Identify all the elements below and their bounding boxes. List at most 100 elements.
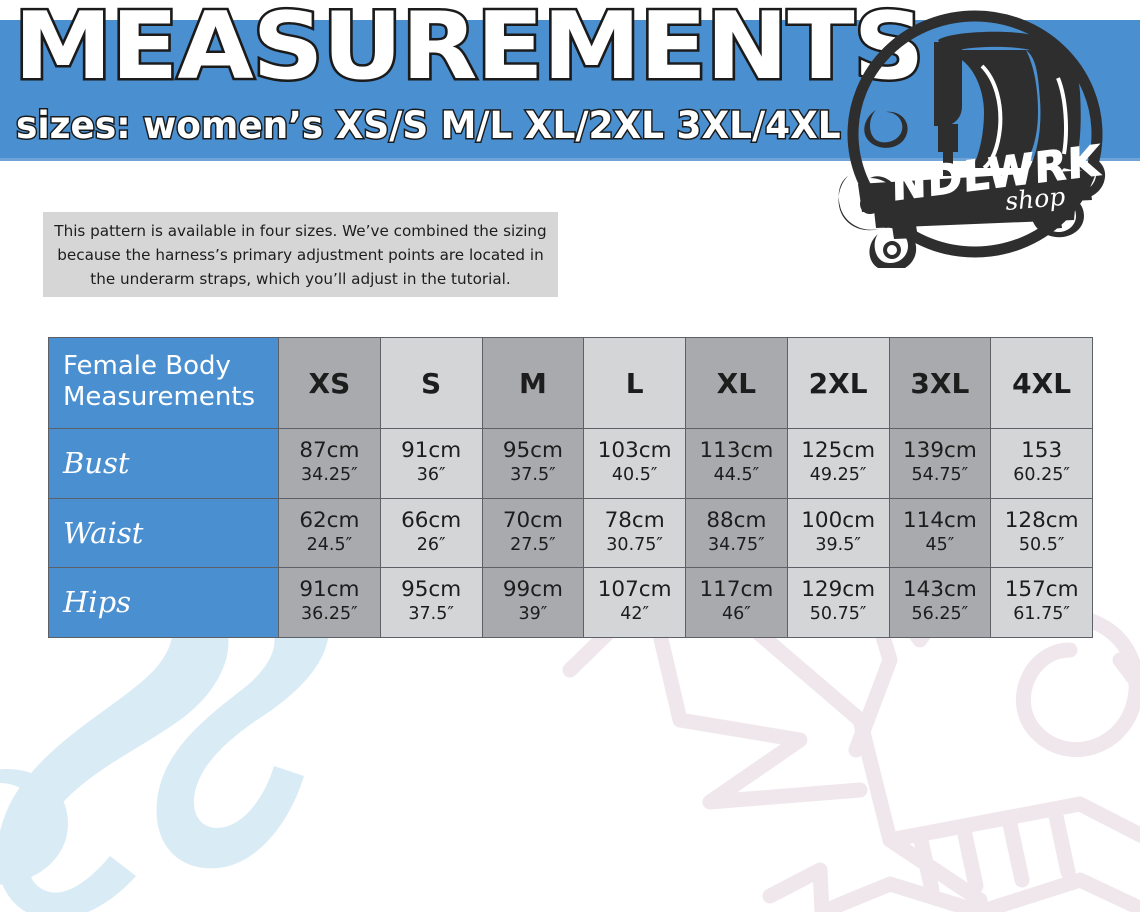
cell-bust-2xl: 125cm 49.25″	[786, 428, 890, 499]
value-in: 61.75″	[1013, 604, 1070, 625]
cell-bust-3xl: 139cm 54.75″	[888, 428, 992, 499]
cell-waist-2xl: 100cm 39.5″	[786, 497, 890, 568]
value-in: 60.25″	[1013, 465, 1070, 486]
row-label-waist: Waist	[48, 497, 279, 568]
value-cm: 91cm	[401, 438, 462, 464]
value-cm: 128cm	[1004, 507, 1079, 533]
cell-bust-l: 103cm 40.5″	[583, 428, 686, 499]
cell-waist-l: 78cm 30.75″	[583, 497, 686, 568]
value-in: 34.75″	[708, 534, 765, 555]
cell-waist-m: 70cm 27.5″	[481, 497, 585, 568]
value-cm: 117cm	[699, 577, 774, 603]
value-in: 30.75″	[606, 534, 663, 555]
value-cm: 66cm	[401, 507, 462, 533]
value-in: 34.25″	[301, 465, 358, 486]
column-header-4xl: 4XL	[990, 337, 1093, 429]
cell-waist-xs: 62cm 24.5″	[278, 497, 381, 568]
value-in: 36.25″	[301, 604, 358, 625]
value-in: 39.5″	[815, 534, 861, 555]
page-subtitle-wrap: sizes: women’s XS/S M/L XL/2XL 3XL/4XL	[15, 103, 916, 154]
value-cm: 153	[1021, 438, 1063, 464]
corner-label-line1: Female Body	[63, 351, 231, 381]
table-row: Hips 91cm 36.25″ 95cm 37.5″ 99cm 39″ 107cm 4…	[48, 567, 1093, 638]
value-cm: 103cm	[597, 438, 672, 464]
cell-hips-s: 95cm 37.5″	[379, 567, 483, 638]
cell-hips-l: 107cm 42″	[583, 567, 686, 638]
value-in: 45″	[925, 534, 955, 555]
cell-bust-xl: 113cm 44.5″	[685, 428, 788, 499]
page-subtitle: sizes: women’s XS/S M/L XL/2XL 3XL/4XL	[15, 103, 843, 149]
cell-bust-xs: 87cm 34.25″	[278, 428, 381, 499]
row-label-hips: Hips	[48, 567, 279, 638]
value-cm: 91cm	[299, 577, 360, 603]
cell-bust-4xl: 153 60.25″	[990, 428, 1093, 499]
value-cm: 88cm	[706, 507, 767, 533]
cell-bust-s: 91cm 36″	[379, 428, 483, 499]
value-cm: 87cm	[299, 438, 360, 464]
value-in: 42″	[620, 604, 650, 625]
value-in: 37.5″	[510, 465, 556, 486]
page-title-wrap: MEASUREMENTS	[11, 0, 927, 104]
value-cm: 157cm	[1004, 577, 1079, 603]
value-cm: 107cm	[597, 577, 672, 603]
column-header-m: M	[481, 337, 585, 429]
column-header-xs: XS	[278, 337, 381, 429]
cell-hips-m: 99cm 39″	[481, 567, 585, 638]
cell-waist-xl: 88cm 34.75″	[685, 497, 788, 568]
cell-waist-s: 66cm 26″	[379, 497, 483, 568]
value-cm: 129cm	[801, 577, 876, 603]
value-cm: 139cm	[902, 438, 977, 464]
value-in: 50.5″	[1018, 534, 1065, 555]
cell-waist-3xl: 114cm 45″	[888, 497, 992, 568]
logo-wordmark-suffix: shop	[1004, 182, 1066, 216]
value-in: 37.5″	[408, 604, 454, 625]
table-row: Waist 62cm 24.5″ 66cm 26″ 70cm 27.5″ 78cm 30…	[48, 497, 1093, 568]
value-in: 44.5″	[713, 465, 760, 486]
value-cm: 125cm	[801, 438, 876, 464]
corner-label-line2: Measurements	[63, 382, 256, 412]
ndlwrk-shop-logo: NDLWRK shop	[838, 10, 1106, 268]
column-header-xl: XL	[685, 337, 788, 429]
header-banner-underline	[0, 158, 1140, 161]
sizing-note-box: This pattern is available in four sizes.…	[43, 212, 558, 297]
value-in: 39″	[518, 604, 548, 625]
sizing-note-text: This pattern is available in four sizes.…	[54, 221, 547, 288]
value-cm: 62cm	[299, 507, 360, 533]
value-in: 40.5″	[611, 465, 658, 486]
logo-ring	[847, 10, 1103, 258]
value-cm: 70cm	[502, 507, 563, 533]
value-in: 36″	[416, 465, 446, 486]
row-label-bust: Bust	[48, 428, 279, 499]
value-in: 49.25″	[809, 465, 867, 486]
column-header-s: S	[379, 337, 483, 429]
value-cm: 143cm	[902, 577, 977, 603]
table-row: Bust 87cm 34.25″ 91cm 36″ 95cm 37.5″ 103cm 4…	[48, 428, 1093, 499]
value-in: 46″	[721, 604, 751, 625]
column-header-3xl: 3XL	[888, 337, 992, 429]
page-title: MEASUREMENTS	[11, 0, 927, 101]
cell-hips-xs: 91cm 36.25″	[278, 567, 381, 638]
cell-bust-m: 95cm 37.5″	[481, 428, 585, 499]
value-cm: 78cm	[604, 507, 665, 533]
cell-hips-2xl: 129cm 50.75″	[786, 567, 890, 638]
value-in: 56.25″	[911, 604, 969, 625]
value-in: 26″	[416, 534, 446, 555]
value-cm: 99cm	[502, 577, 563, 603]
measurements-table: Female Body Measurements XS S M L XL 2XL…	[48, 337, 1093, 638]
table-corner-label: Female Body Measurements	[48, 337, 279, 429]
column-header-l: L	[583, 337, 686, 429]
column-header-2xl: 2XL	[786, 337, 890, 429]
svg-text:shop: shop	[1004, 182, 1066, 216]
value-in: 50.75″	[809, 604, 867, 625]
value-cm: 95cm	[401, 577, 462, 603]
value-cm: 95cm	[502, 438, 563, 464]
value-cm: 100cm	[801, 507, 876, 533]
cell-hips-xl: 117cm 46″	[685, 567, 788, 638]
value-in: 27.5″	[510, 534, 556, 555]
cell-waist-4xl: 128cm 50.5″	[990, 497, 1093, 568]
value-in: 24.5″	[306, 534, 353, 555]
cell-hips-3xl: 143cm 56.25″	[888, 567, 992, 638]
value-cm: 114cm	[902, 507, 977, 533]
cell-hips-4xl: 157cm 61.75″	[990, 567, 1093, 638]
